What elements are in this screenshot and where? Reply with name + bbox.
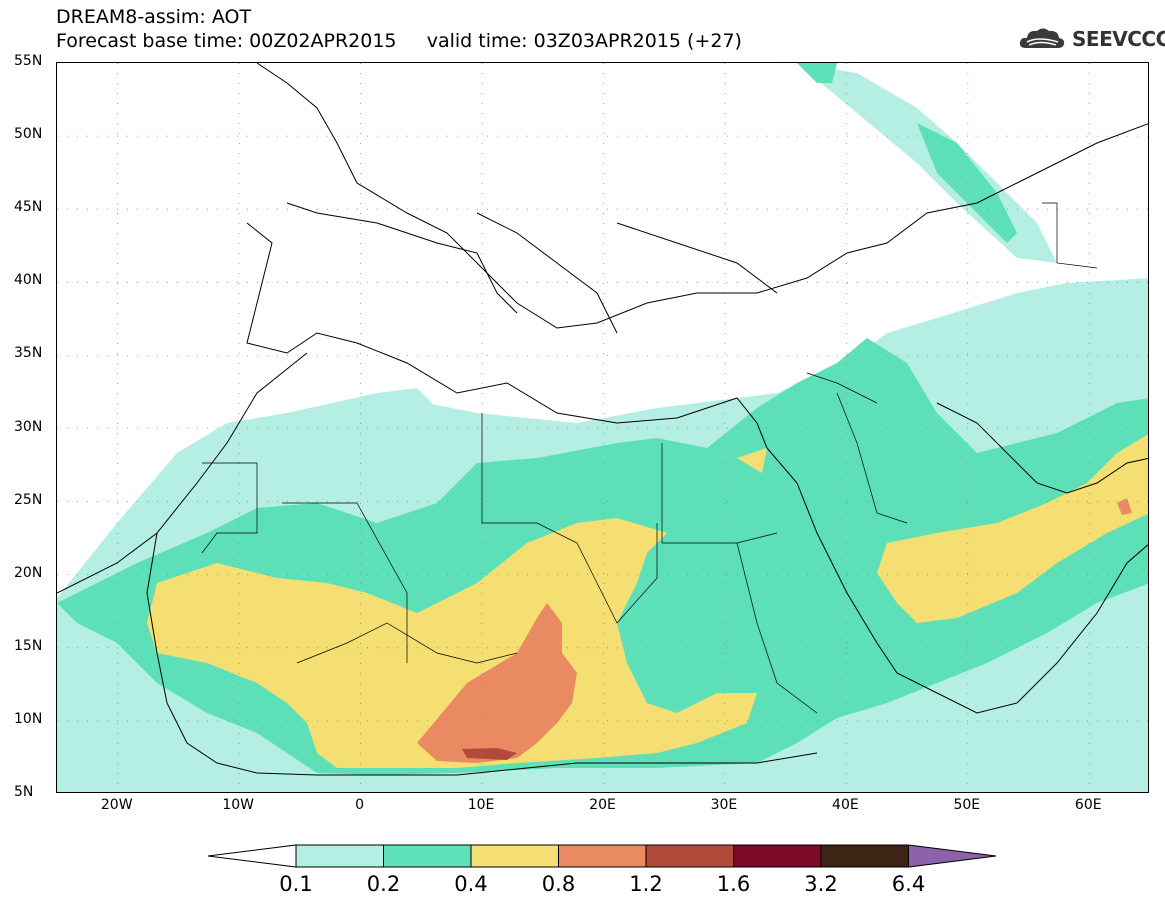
- colorbar-low-triangle: [207, 844, 297, 868]
- lat-tick-label: 5N: [14, 784, 34, 800]
- lon-tick-label: 10E: [467, 797, 495, 813]
- country-borders: [201, 202, 1098, 714]
- lon-tick-label: 20W: [100, 797, 133, 813]
- coastlines: [57, 63, 1148, 776]
- lat-tick-label: 45N: [14, 199, 43, 216]
- lat-tick-label: 15N: [14, 637, 43, 654]
- lat-tick-label: 10N: [14, 710, 43, 727]
- lon-tick-label: 10W: [222, 797, 254, 813]
- cloud-logo-icon: [1019, 28, 1065, 48]
- colorbar-label: 3.2: [804, 872, 838, 896]
- colorbar-swatch: [733, 844, 822, 868]
- colorbar-label: 0.2: [366, 872, 401, 896]
- lon-tick-label: 50E: [953, 797, 981, 813]
- lat-tick-label: 30N: [14, 418, 43, 435]
- graticule: [57, 63, 1148, 792]
- colorbar: [207, 844, 997, 868]
- colorbar-swatch: [645, 844, 734, 868]
- map-title: DREAM8-assim: AOT: [56, 6, 252, 28]
- aot-field-1-2: [462, 748, 517, 760]
- colorbar-label: 0.4: [454, 872, 488, 896]
- colorbar-label: 0.8: [541, 872, 576, 896]
- colorbar-high-triangle: [908, 844, 997, 868]
- forecast-time-line: Forecast base time: 00Z02APR2015 valid t…: [56, 30, 742, 52]
- colorbar-label: 0.1: [279, 872, 313, 896]
- lon-tick-label: 20E: [589, 797, 616, 813]
- colorbar-swatch: [295, 844, 384, 868]
- map-canvas: [57, 63, 1148, 792]
- colorbar-swatch: [558, 844, 647, 868]
- colorbar-swatch: [383, 844, 472, 868]
- lon-tick-label: 0: [355, 797, 365, 813]
- lat-tick-label: 50N: [14, 126, 43, 143]
- lat-tick-label: 25N: [14, 491, 43, 508]
- lat-tick-label: 55N: [14, 53, 43, 69]
- lat-tick-label: 20N: [14, 564, 43, 581]
- lon-tick-label: 30E: [710, 797, 738, 813]
- colorbar-label: 1.2: [629, 872, 663, 896]
- colorbar-label: 6.4: [891, 872, 926, 896]
- aot-field-0-8: [417, 498, 1132, 763]
- lat-tick-label: 40N: [14, 272, 43, 289]
- colorbar-swatch: [820, 844, 909, 868]
- lon-tick-label: 40E: [832, 797, 859, 813]
- colorbar-swatch: [470, 844, 559, 868]
- colorbar-label: 1.6: [716, 872, 751, 896]
- aot-field-0-4: [147, 434, 1148, 768]
- seevccc-logo: SEEVCCC: [1018, 24, 1165, 54]
- lat-tick-label: 35N: [14, 345, 43, 362]
- logo-text: SEEVCCC: [1072, 27, 1165, 51]
- lon-tick-label: 60E: [1074, 797, 1102, 813]
- map-area: [56, 62, 1149, 793]
